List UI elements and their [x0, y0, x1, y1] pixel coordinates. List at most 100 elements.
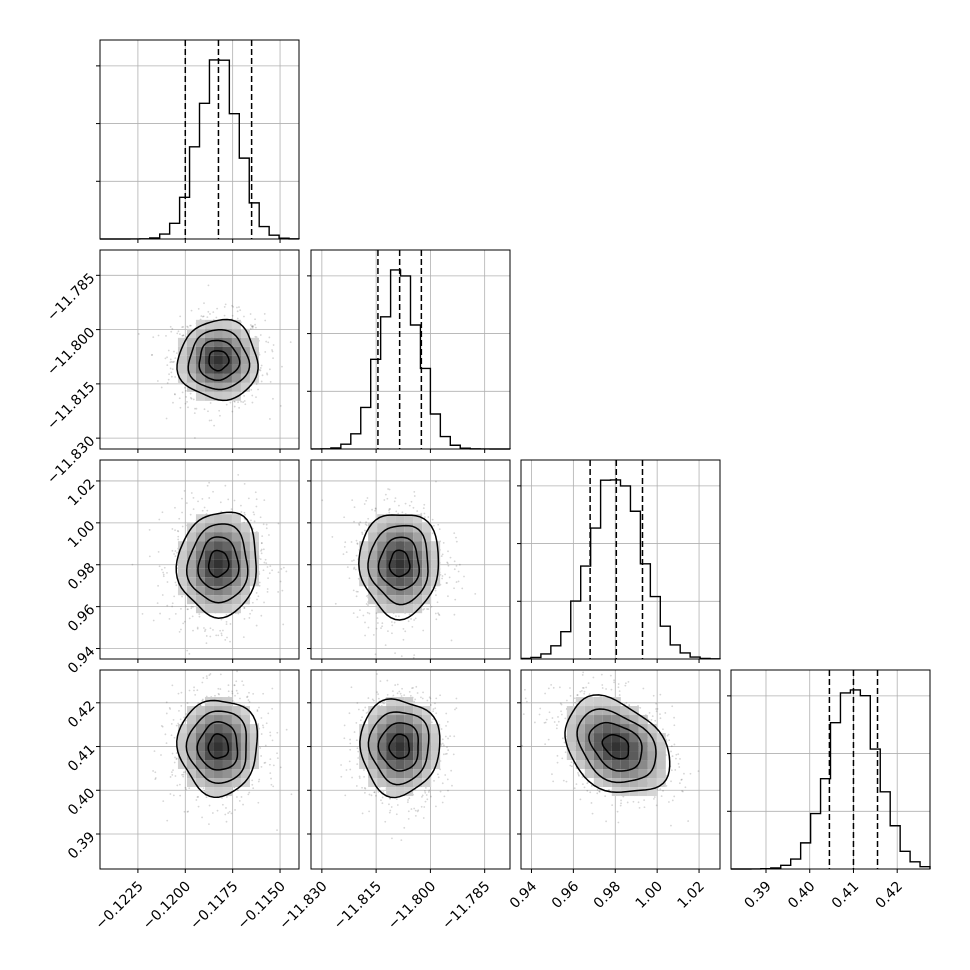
scatter-point: [376, 617, 379, 620]
scatter-point: [247, 699, 250, 702]
scatter-point: [219, 414, 221, 417]
scatter-point: [181, 511, 183, 514]
density-cell: [213, 604, 223, 614]
scatter-point: [441, 782, 444, 785]
scatter-point: [368, 793, 371, 796]
density-cell: [404, 532, 414, 542]
scatter-point: [195, 799, 198, 801]
scatter-point: [177, 330, 180, 333]
scatter-point: [219, 501, 222, 504]
scatter-point: [431, 586, 434, 589]
scatter-point: [363, 503, 366, 505]
scatter-point: [269, 565, 272, 568]
scatter-point: [254, 491, 257, 494]
scatter-point: [241, 680, 244, 683]
scatter-point: [202, 315, 204, 318]
scatter-point: [401, 687, 403, 690]
scatter-point: [162, 571, 165, 574]
scatter-point: [396, 804, 399, 806]
scatter-point: [285, 570, 288, 573]
scatter-point: [217, 634, 220, 637]
density-cell: [213, 337, 223, 347]
scatter-point: [262, 523, 265, 526]
scatter-point: [435, 594, 437, 597]
density-cell: [395, 604, 405, 614]
scatter-point: [227, 812, 230, 814]
density-cell: [240, 373, 250, 383]
scatter-point: [206, 484, 209, 487]
scatter-point: [160, 754, 162, 756]
density-cell: [231, 328, 241, 338]
scatter-point: [370, 794, 373, 797]
scatter-point: [444, 753, 447, 755]
scatter-point: [254, 335, 257, 338]
scatter-point: [426, 608, 428, 610]
scatter-point: [395, 798, 398, 801]
scatter-point: [453, 613, 456, 616]
scatter-point: [260, 755, 263, 757]
scatter-point: [178, 517, 181, 520]
scatter-point: [363, 786, 366, 789]
density-cell: [213, 514, 223, 524]
density-cell: [213, 742, 223, 752]
density-cell: [186, 337, 196, 347]
density-cell: [222, 514, 232, 524]
scatter-point: [362, 614, 365, 617]
density-cell: [186, 568, 196, 578]
scatter-point: [424, 791, 427, 794]
scatter-point: [422, 507, 425, 510]
scatter-point: [373, 791, 376, 794]
scatter-point: [440, 555, 443, 558]
scatter-point: [266, 590, 269, 593]
scatter-point: [181, 497, 183, 500]
scatter-point: [226, 636, 228, 639]
scatter-point: [364, 706, 367, 709]
scatter-point: [165, 742, 168, 745]
scatter-point: [194, 693, 197, 696]
y-tick-label: −11.815: [44, 379, 98, 433]
scatter-point: [352, 612, 355, 615]
scatter-point: [231, 692, 234, 695]
scatter-point: [256, 709, 259, 711]
scatter-point: [374, 653, 377, 656]
density-cell: [422, 568, 432, 578]
density-cell: [204, 319, 214, 329]
scatter-point: [435, 697, 438, 700]
scatter-point: [166, 364, 169, 366]
scatter-point: [361, 786, 363, 789]
density-cell: [186, 382, 196, 392]
scatter-point: [258, 581, 261, 584]
scatter-point: [392, 694, 395, 697]
scatter-point: [348, 577, 351, 580]
scatter-point: [264, 319, 267, 322]
density-cell: [431, 541, 441, 551]
scatter-point: [167, 378, 170, 381]
density-cell: [395, 595, 405, 605]
scatter-point: [174, 529, 176, 532]
scatter-point: [257, 801, 260, 804]
scatter-point: [170, 722, 173, 725]
scatter-point: [450, 769, 453, 772]
scatter-point: [225, 403, 228, 406]
scatter-point: [193, 686, 195, 689]
density-cell: [204, 346, 214, 356]
scatter-point: [265, 562, 268, 565]
scatter-point: [159, 612, 161, 615]
scatter-point: [166, 581, 169, 583]
density-cell: [177, 568, 187, 578]
scatter-point: [174, 555, 177, 558]
scatter-point: [192, 508, 195, 511]
scatter-point: [185, 788, 188, 791]
density-cell: [213, 760, 223, 770]
scatter-point: [250, 325, 253, 328]
scatter-point: [163, 566, 166, 569]
scatter-point: [414, 809, 417, 812]
scatter-point: [268, 572, 271, 575]
density-cell: [213, 364, 223, 374]
scatter-point: [289, 341, 292, 344]
scatter-point: [221, 803, 224, 806]
scatter-point: [352, 589, 355, 592]
scatter-point: [154, 778, 157, 781]
density-cell: [195, 391, 205, 401]
scatter-point: [260, 766, 263, 768]
